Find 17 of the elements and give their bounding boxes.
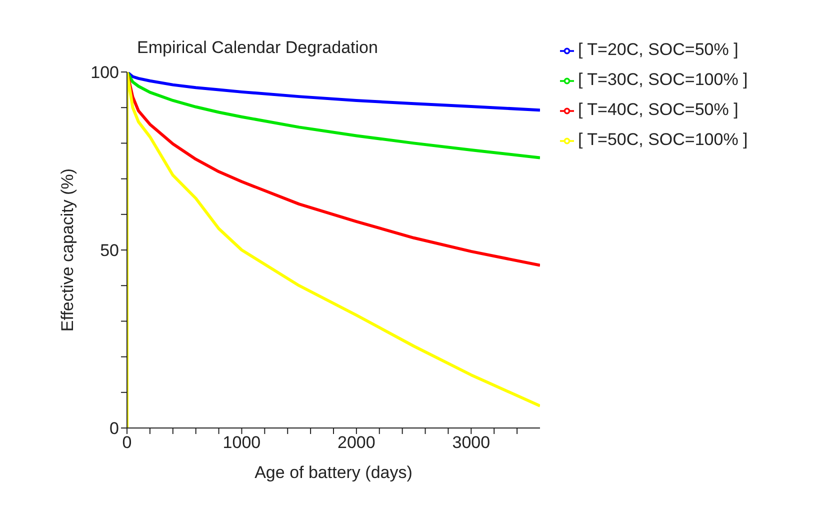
y-tick-label: 0: [110, 419, 119, 438]
legend-label: [ T=40C, SOC=50% ]: [578, 100, 738, 119]
y-tick-label: 100: [90, 63, 119, 82]
line-series: [127, 72, 540, 112]
legend-label: [ T=20C, SOC=50% ]: [578, 40, 738, 59]
legend-label: [ T=50C, SOC=100% ]: [578, 130, 748, 149]
y-axis-title: Effective capacity (%): [58, 168, 78, 332]
legend-label: [ T=30C, SOC=100% ]: [578, 70, 748, 89]
x-tick-label: 1000: [222, 433, 261, 452]
x-tick-label: 2000: [338, 433, 376, 452]
chart-title: Empirical Calendar Degradation: [137, 38, 378, 58]
y-tick-label: 50: [100, 241, 119, 260]
x-tick-label: 3000: [452, 433, 490, 452]
line-series: [127, 72, 540, 267]
x-axis-title: Age of battery (days): [254, 463, 412, 482]
line-series: [127, 72, 540, 160]
x-tick-label: 0: [122, 433, 132, 452]
